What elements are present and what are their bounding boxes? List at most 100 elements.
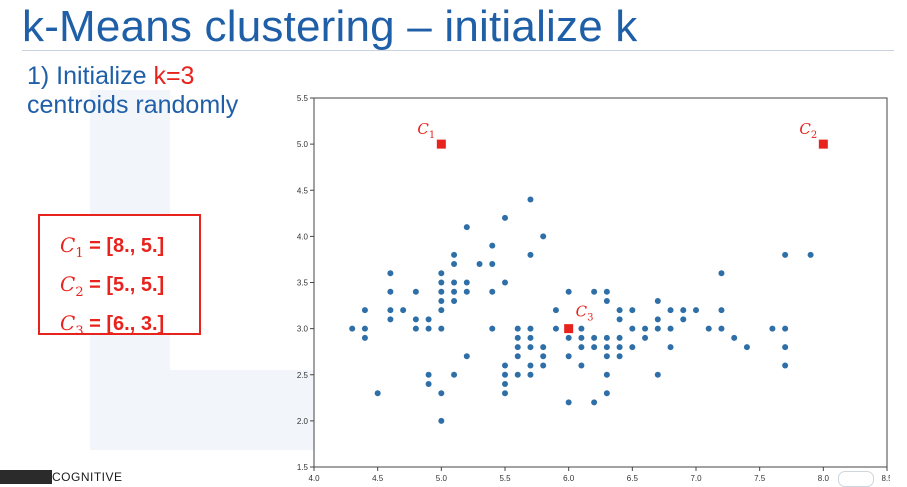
data-point xyxy=(680,307,687,314)
centroid-subscript: 2 xyxy=(75,285,84,300)
data-point xyxy=(438,325,445,332)
x-tick-label: 8.0 xyxy=(818,474,830,483)
data-point xyxy=(361,307,368,314)
data-point xyxy=(502,371,508,378)
data-point xyxy=(705,325,712,332)
centroid-marker xyxy=(818,139,828,149)
plot-frame xyxy=(313,97,888,468)
centroid-subscript: 1 xyxy=(75,246,84,261)
data-point xyxy=(451,288,458,295)
data-point xyxy=(489,325,496,332)
data-point xyxy=(451,279,458,286)
subtitle-prefix: 1) Initialize xyxy=(27,62,154,90)
data-point xyxy=(514,325,521,332)
data-point xyxy=(438,417,445,424)
x-tick-label: 8.5 xyxy=(881,474,890,483)
data-point xyxy=(667,344,674,351)
data-point xyxy=(642,334,649,341)
data-point xyxy=(451,297,458,304)
data-point xyxy=(476,261,483,268)
data-point xyxy=(782,344,789,351)
data-point xyxy=(451,371,458,378)
data-point xyxy=(807,251,814,258)
data-point xyxy=(616,316,623,323)
data-point xyxy=(591,399,598,406)
data-point xyxy=(654,371,661,378)
y-tick-label: 4.5 xyxy=(297,186,309,195)
data-point xyxy=(349,325,356,332)
data-point xyxy=(514,371,521,378)
subtitle-line-1: 1) Initialize k=3 xyxy=(27,62,238,91)
centroid-coordinates-box: C1 = [8., 5.] C2 = [5., 5.] C3 = [6., 3.… xyxy=(38,214,201,339)
data-point xyxy=(552,325,559,332)
data-point xyxy=(361,325,368,332)
data-point xyxy=(603,334,610,341)
data-point xyxy=(502,362,508,369)
data-point xyxy=(451,251,458,258)
y-tick-label: 4.0 xyxy=(297,232,309,241)
data-point xyxy=(782,325,789,332)
data-point xyxy=(731,334,738,341)
data-point xyxy=(565,334,572,341)
data-point xyxy=(400,307,407,314)
y-tick-label: 1.5 xyxy=(297,463,309,472)
data-point xyxy=(629,307,636,314)
data-point xyxy=(540,353,547,360)
x-tick-label: 4.5 xyxy=(372,474,384,483)
data-point xyxy=(667,325,674,332)
data-point xyxy=(565,288,572,295)
data-point xyxy=(527,325,534,332)
centroid-name: C xyxy=(60,233,76,257)
data-point xyxy=(718,307,725,314)
data-point xyxy=(718,270,725,277)
data-point xyxy=(680,316,687,323)
data-point xyxy=(578,344,585,351)
data-point xyxy=(527,196,534,203)
centroid-subscript: 3 xyxy=(75,324,84,339)
data-point xyxy=(463,279,470,286)
data-point xyxy=(514,334,521,341)
centroid-line-3: C3 = [6., 3.] xyxy=(60,308,199,347)
data-point xyxy=(502,380,508,387)
data-point xyxy=(489,242,496,249)
data-point xyxy=(578,325,585,332)
x-tick-label: 6.0 xyxy=(563,474,575,483)
data-point xyxy=(387,270,394,277)
data-point xyxy=(387,316,394,323)
subtitle-line-2: centroids randomly xyxy=(27,91,239,119)
x-tick-label: 6.5 xyxy=(627,474,639,483)
data-point xyxy=(374,390,381,397)
slide-subtitle: 1) Initialize k=3 centroids randomly xyxy=(27,62,238,120)
data-point xyxy=(743,344,750,351)
data-point xyxy=(502,390,508,397)
x-tick-label: 5.0 xyxy=(436,474,448,483)
data-point xyxy=(603,371,610,378)
data-point xyxy=(616,344,623,351)
data-point xyxy=(438,307,445,314)
logo-text: COGNITIVE xyxy=(52,470,123,484)
data-point xyxy=(603,288,610,295)
data-point xyxy=(527,334,534,341)
data-point xyxy=(438,279,445,286)
centroid-value: = [5., 5.] xyxy=(83,274,165,296)
y-tick-label: 3.0 xyxy=(297,325,309,334)
data-point xyxy=(502,279,508,286)
data-point xyxy=(565,399,572,406)
y-tick-label: 5.0 xyxy=(297,140,309,149)
data-point xyxy=(463,288,470,295)
centroid-value: = [8., 5.] xyxy=(83,235,165,257)
y-tick-label: 5.5 xyxy=(297,94,309,103)
data-point xyxy=(514,344,521,351)
data-point xyxy=(412,316,419,323)
data-point xyxy=(425,380,432,387)
data-point xyxy=(514,353,521,360)
data-point xyxy=(438,297,445,304)
data-point xyxy=(591,288,598,295)
data-point xyxy=(693,307,699,314)
data-point xyxy=(527,344,534,351)
data-point xyxy=(502,214,508,221)
data-point xyxy=(591,344,598,351)
centroid-line-1: C1 = [8., 5.] xyxy=(60,230,199,269)
logo-mark xyxy=(0,470,52,484)
data-point xyxy=(463,353,470,360)
